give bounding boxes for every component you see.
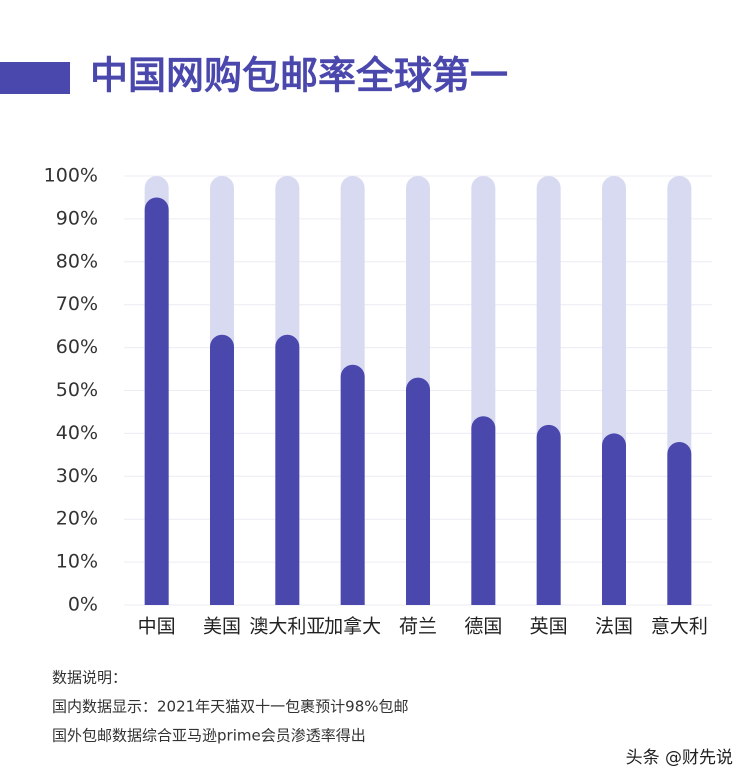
x-tick-label: 美国 xyxy=(203,616,241,638)
y-tick-label: 40% xyxy=(56,422,98,444)
y-tick-label: 0% xyxy=(68,594,98,616)
y-tick-label: 30% xyxy=(56,465,98,487)
note: 国外包邮数据综合亚马逊prime会员渗透率得出 xyxy=(52,727,366,745)
bar xyxy=(471,416,496,605)
bar xyxy=(667,441,692,605)
y-tick-label: 10% xyxy=(56,551,98,573)
y-tick-label: 60% xyxy=(56,336,98,358)
x-tick-label: 英国 xyxy=(530,616,568,638)
bar xyxy=(275,334,300,605)
y-tick-label: 20% xyxy=(56,508,98,530)
y-tick-label: 100% xyxy=(44,165,98,187)
title-decoration xyxy=(0,62,70,94)
bar xyxy=(536,424,561,605)
x-tick-label: 荷兰 xyxy=(399,616,437,638)
x-tick-label: 澳大利亚 xyxy=(249,616,325,638)
bar xyxy=(144,197,169,605)
x-tick-label: 加拿大 xyxy=(324,615,381,638)
chart-title: 中国网购包邮率全球第一 xyxy=(90,54,508,98)
bar xyxy=(340,364,365,605)
watermark: 头条 @财先说 xyxy=(626,748,733,768)
x-tick-label: 德国 xyxy=(464,616,502,638)
x-tick-label: 法国 xyxy=(595,616,633,638)
note: 数据说明： xyxy=(52,669,127,687)
bar xyxy=(406,377,430,605)
bar xyxy=(602,433,626,605)
y-tick-label: 80% xyxy=(56,250,98,272)
y-tick-label: 90% xyxy=(56,207,98,229)
y-tick-label: 70% xyxy=(56,293,98,315)
note: 国内数据显示：2021年天猫双十一包裹预计98%包邮 xyxy=(52,698,409,716)
bar xyxy=(210,334,234,605)
x-tick-label: 意大利 xyxy=(651,616,708,638)
x-tick-label: 中国 xyxy=(138,616,176,638)
y-tick-label: 50% xyxy=(56,379,98,401)
